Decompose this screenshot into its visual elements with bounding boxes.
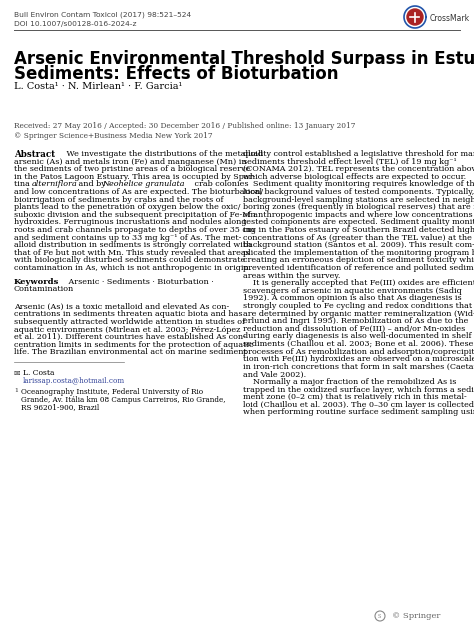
Text: strongly coupled to Fe cycling and redox conditions that: strongly coupled to Fe cycling and redox…: [243, 302, 472, 310]
Text: that of Fe but not with Mn. This study revealed that areas: that of Fe but not with Mn. This study r…: [14, 249, 250, 257]
Text: are determined by organic matter remineralization (Wid-: are determined by organic matter reminer…: [243, 309, 474, 318]
Text: RS 96201-900, Brazil: RS 96201-900, Brazil: [21, 403, 99, 411]
Text: when performing routine surface sediment sampling using: when performing routine surface sediment…: [243, 408, 474, 416]
Text: creating an erroneous depiction of sediment toxicity which: creating an erroneous depiction of sedim…: [243, 257, 474, 264]
Text: boring zones (frequently in biological reserves) that are free: boring zones (frequently in biological r…: [243, 203, 474, 211]
Text: plants lead to the penetration of oxygen below the oxic/: plants lead to the penetration of oxygen…: [14, 203, 240, 211]
Text: Sediment quality monitoring requires knowledge of the: Sediment quality monitoring requires kno…: [243, 181, 474, 189]
Text: of anthropogenic impacts and where low concentrations of: of anthropogenic impacts and where low c…: [243, 211, 474, 219]
Text: loid (Chaillou et al. 2003). The 0–30 cm layer is collected: loid (Chaillou et al. 2003). The 0–30 cm…: [243, 401, 474, 409]
Text: sediments threshold effect level (TEL) of 19 mg kg⁻¹: sediments threshold effect level (TEL) o…: [243, 158, 457, 165]
Text: © Springer: © Springer: [392, 612, 440, 620]
Text: DOI 10.1007/s00128-016-2024-z: DOI 10.1007/s00128-016-2024-z: [14, 21, 137, 27]
Text: Neohelice granulata: Neohelice granulata: [102, 181, 184, 189]
Text: © Springer Science+Business Media New York 2017: © Springer Science+Business Media New Yo…: [14, 132, 213, 140]
Text: Sediments: Effects of Bioturbation: Sediments: Effects of Bioturbation: [14, 65, 338, 83]
Text: and low concentrations of As are expected. The bioturbation/: and low concentrations of As are expecte…: [14, 188, 263, 196]
Text: erlund and Ingri 1995). Remobilization of As due to the: erlund and Ingri 1995). Remobilization o…: [243, 317, 468, 325]
Text: background-level sampling stations are selected in neigh-: background-level sampling stations are s…: [243, 196, 474, 204]
Text: tina: tina: [14, 181, 32, 189]
Text: plicated the implementation of the monitoring program by: plicated the implementation of the monit…: [243, 249, 474, 257]
Text: alloid distribution in sediments is strongly correlated with: alloid distribution in sediments is stro…: [14, 241, 251, 249]
Text: hydroxides. Ferruginous incrustations and nodules along: hydroxides. Ferruginous incrustations an…: [14, 218, 246, 226]
Text: and sediment contains up to 33 mg kg⁻¹ of As. The met-: and sediment contains up to 33 mg kg⁻¹ o…: [14, 233, 241, 242]
Text: background station (Santos et al. 2009). This result com-: background station (Santos et al. 2009).…: [243, 241, 474, 249]
Text: areas within the survey.: areas within the survey.: [243, 272, 340, 280]
Text: L. Costa: L. Costa: [23, 369, 55, 377]
Text: Normally a major fraction of the remobilized As is: Normally a major fraction of the remobil…: [243, 378, 456, 386]
Text: larissap.costa@hotmail.com: larissap.costa@hotmail.com: [23, 377, 125, 384]
Text: life. The Brazilian environmental act on marine sediment: life. The Brazilian environmental act on…: [14, 348, 247, 357]
Text: We investigate the distributions of the metalloid: We investigate the distributions of the …: [59, 150, 263, 158]
Text: aquatic environments (Mirlean et al. 2003; Pérez-López: aquatic environments (Mirlean et al. 200…: [14, 326, 240, 333]
Text: Received: 27 May 2016 / Accepted: 30 December 2016 / Published online: 13 Januar: Received: 27 May 2016 / Accepted: 30 Dec…: [14, 122, 356, 130]
Text: S: S: [378, 614, 382, 619]
Text: L. Costa¹ · N. Mirlean¹ · F. Garcia¹: L. Costa¹ · N. Mirlean¹ · F. Garcia¹: [14, 82, 182, 91]
Text: tion with Fe(III) hydroxides are observed on a microscale: tion with Fe(III) hydroxides are observe…: [243, 355, 474, 363]
Text: during early diagenesis is also well-documented in shelf: during early diagenesis is also well-doc…: [243, 332, 472, 340]
Text: reduction and dissolution of Fe(III) – and/or Mn-oxides: reduction and dissolution of Fe(III) – a…: [243, 325, 465, 333]
Text: 1: 1: [14, 388, 18, 393]
Text: Arsenic Environmental Threshold Surpass in Estuarine: Arsenic Environmental Threshold Surpass …: [14, 50, 474, 68]
Text: quality control established a legislative threshold for marine: quality control established a legislativ…: [243, 150, 474, 158]
Text: with biologically disturbed sediments could demonstrate: with biologically disturbed sediments co…: [14, 257, 245, 264]
Text: Oceanography Institute, Federal University of Rio: Oceanography Institute, Federal Universi…: [21, 388, 203, 396]
Text: in the Patos Lagoon Estuary. This area is occupied by Spar-: in the Patos Lagoon Estuary. This area i…: [14, 173, 255, 181]
Text: (CONAMA 2012). TEL represents the concentration above: (CONAMA 2012). TEL represents the concen…: [243, 165, 474, 173]
Circle shape: [407, 9, 423, 25]
Text: Contamination: Contamination: [14, 285, 74, 293]
Text: sediments (Chaillou et al. 2003; Bone et al. 2006). These: sediments (Chaillou et al. 2003; Bone et…: [243, 340, 474, 348]
Text: ✉: ✉: [14, 369, 20, 378]
Text: and by: and by: [76, 181, 108, 189]
Text: arsenic (As) and metals iron (Fe) and manganese (Mn) in: arsenic (As) and metals iron (Fe) and ma…: [14, 158, 246, 165]
Text: which adverse biological effects are expected to occur.: which adverse biological effects are exp…: [243, 173, 466, 181]
Text: contamination in As, which is not anthropogenic in origin.: contamination in As, which is not anthro…: [14, 264, 251, 272]
Text: roots and crab channels propagate to depths of over 35 cm: roots and crab channels propagate to dep…: [14, 226, 255, 234]
Text: scavengers of arsenic in aquatic environments (Sadiq: scavengers of arsenic in aquatic environ…: [243, 287, 462, 295]
Text: local background values of tested components. Typically,: local background values of tested compon…: [243, 188, 474, 196]
Text: et al. 2011). Different countries have established As con-: et al. 2011). Different countries have e…: [14, 333, 246, 341]
Text: It is generally accepted that Fe(III) oxides are efficient: It is generally accepted that Fe(III) ox…: [243, 279, 474, 287]
Text: subsequently attracted worldwide attention in studies of: subsequently attracted worldwide attenti…: [14, 318, 245, 326]
Text: prevented identification of reference and polluted sediment: prevented identification of reference an…: [243, 264, 474, 272]
Text: crab colonies: crab colonies: [192, 181, 248, 189]
Text: CrossMark: CrossMark: [430, 14, 470, 23]
Text: in iron-rich concretions that form in salt marshes (Caetano: in iron-rich concretions that form in sa…: [243, 363, 474, 371]
Text: ment zone (0–2 cm) that is relatively rich in this metal-: ment zone (0–2 cm) that is relatively ri…: [243, 393, 467, 401]
Text: Keywords: Keywords: [14, 277, 59, 286]
Text: Grande, Av. Itália km 08 Campus Carreiros, Rio Grande,: Grande, Av. Itália km 08 Campus Carreiro…: [21, 396, 226, 404]
Text: suboxic division and the subsequent precipitation of Fe-Mn: suboxic division and the subsequent prec…: [14, 211, 255, 219]
Text: tested components are expected. Sediment quality monitor-: tested components are expected. Sediment…: [243, 218, 474, 226]
Text: Arsenic · Sediments · Bioturbation ·: Arsenic · Sediments · Bioturbation ·: [61, 277, 214, 286]
Text: centrations in sediments threaten aquatic biota and has: centrations in sediments threaten aquati…: [14, 310, 243, 318]
Text: alterniflora: alterniflora: [32, 181, 78, 189]
Text: Bull Environ Contam Toxicol (2017) 98:521–524: Bull Environ Contam Toxicol (2017) 98:52…: [14, 11, 191, 18]
Text: centration limits in sediments for the protection of aquatic: centration limits in sediments for the p…: [14, 341, 254, 349]
Text: 1992). A common opinion is also that As diagenesis is: 1992). A common opinion is also that As …: [243, 294, 462, 303]
Text: the sediments of two pristine areas of a biological reserve: the sediments of two pristine areas of a…: [14, 165, 250, 173]
Text: bioirrigation of sediments by crabs and the roots of: bioirrigation of sediments by crabs and …: [14, 196, 224, 204]
Text: concentrations of As (greater than the TEL value) at the: concentrations of As (greater than the T…: [243, 233, 472, 242]
Text: processes of As remobilization and adsorption/coprecipita-: processes of As remobilization and adsor…: [243, 348, 474, 355]
Text: and Vale 2002).: and Vale 2002).: [243, 370, 306, 379]
Text: Abstract: Abstract: [14, 150, 55, 159]
Text: trapped in the oxidized surface layer, which forms a sedi-: trapped in the oxidized surface layer, w…: [243, 386, 474, 394]
Text: ing in the Patos estuary of Southern Brazil detected high: ing in the Patos estuary of Southern Bra…: [243, 226, 474, 234]
Text: Arsenic (As) is a toxic metalloid and elevated As con-: Arsenic (As) is a toxic metalloid and el…: [14, 303, 229, 311]
